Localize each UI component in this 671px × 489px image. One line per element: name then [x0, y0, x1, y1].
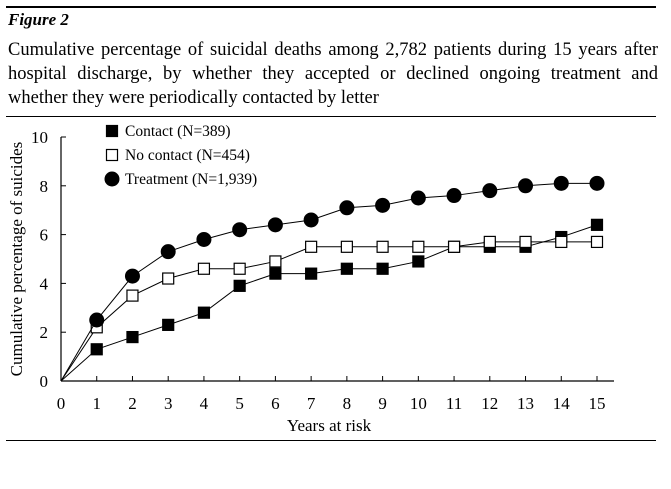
- y-tick-label: 6: [40, 226, 49, 245]
- series-treatment: [60, 175, 605, 382]
- data-point: [162, 272, 175, 285]
- data-point: [126, 289, 139, 302]
- data-point: [376, 240, 389, 253]
- data-point: [305, 240, 318, 253]
- data-point: [446, 188, 462, 204]
- x-tick-label: 8: [343, 394, 352, 413]
- data-point: [447, 240, 461, 253]
- x-axis-label: Years at risk: [287, 416, 372, 435]
- data-point: [196, 231, 212, 247]
- data-point: [483, 235, 496, 249]
- series-no-contact: [60, 235, 604, 382]
- data-point: [340, 262, 353, 275]
- series-line: [60, 182, 597, 382]
- data-point: [412, 255, 425, 268]
- x-tick-label: 5: [235, 394, 244, 413]
- x-tick-label: 1: [92, 394, 101, 413]
- data-point: [233, 262, 246, 275]
- data-point: [90, 343, 103, 356]
- data-point: [340, 240, 353, 253]
- data-point: [376, 262, 389, 275]
- data-point: [590, 235, 604, 249]
- data-point: [232, 222, 248, 238]
- x-tick-label: 11: [446, 394, 462, 413]
- data-point: [553, 175, 569, 191]
- legend-marker: [104, 171, 120, 187]
- data-point: [555, 235, 568, 249]
- x-tick-label: 10: [410, 394, 427, 413]
- data-point: [269, 267, 282, 280]
- data-point: [519, 235, 532, 249]
- data-point: [124, 268, 140, 284]
- top-rule: [6, 6, 656, 8]
- x-tick-label: 0: [57, 394, 66, 413]
- y-tick-label: 8: [40, 177, 49, 196]
- data-point: [197, 306, 211, 319]
- legend-label: No contact (N=454): [125, 147, 250, 164]
- legend-marker: [105, 124, 119, 138]
- data-point: [160, 244, 176, 260]
- data-point: [590, 218, 604, 231]
- x-tick-label: 6: [271, 394, 280, 413]
- x-tick-label: 15: [589, 394, 606, 413]
- data-point: [269, 255, 282, 268]
- data-point: [303, 212, 319, 228]
- x-tick-label: 2: [128, 394, 137, 413]
- data-point: [410, 190, 426, 206]
- series-layer: [60, 175, 605, 382]
- legend: Contact (N=389) No contact (N=454) Treatme…: [104, 123, 257, 188]
- x-tick-label: 3: [164, 394, 173, 413]
- figure-label: Figure 2: [8, 10, 69, 29]
- legend-label: Treatment (N=1,939): [125, 171, 257, 188]
- series-line: [60, 241, 597, 382]
- y-tick-label: 2: [40, 323, 49, 342]
- data-point: [412, 240, 425, 253]
- data-point: [126, 330, 139, 344]
- y-axis-label: Cumulative percentage of suicides: [7, 142, 26, 377]
- x-tick-label: 13: [517, 394, 534, 413]
- data-point: [339, 200, 355, 216]
- data-point: [267, 217, 283, 233]
- series-contact: [60, 218, 604, 382]
- x-tick-label: 14: [553, 394, 571, 413]
- data-point: [375, 197, 391, 213]
- x-tick-label: 7: [307, 394, 316, 413]
- x-ticks: 0 1 2 3 4 5 6 7 8 9 10 11 12 13 14 15: [57, 376, 606, 413]
- data-point: [589, 175, 605, 191]
- series-line: [60, 224, 598, 382]
- data-point: [305, 267, 318, 280]
- y-ticks: 0 2 4 6 8 10: [31, 128, 66, 391]
- legend-marker: [105, 148, 119, 162]
- y-tick-label: 10: [31, 128, 48, 147]
- y-tick-label: 4: [40, 274, 49, 293]
- data-point: [162, 318, 175, 331]
- y-tick-label: 0: [40, 372, 49, 391]
- data-point: [197, 262, 211, 275]
- figure-caption: Cumulative percentage of suicidal deaths…: [8, 40, 658, 108]
- x-tick-label: 12: [481, 394, 498, 413]
- data-point: [233, 279, 246, 292]
- x-tick-label: 9: [378, 394, 387, 413]
- data-point: [482, 183, 498, 199]
- chart-axes: [60, 137, 614, 382]
- x-tick-label: 4: [200, 394, 209, 413]
- bottom-rule: [6, 440, 656, 441]
- data-point: [518, 178, 534, 194]
- legend-label: Contact (N=389): [125, 123, 231, 140]
- caption-rule: [6, 116, 656, 117]
- data-point: [89, 312, 105, 328]
